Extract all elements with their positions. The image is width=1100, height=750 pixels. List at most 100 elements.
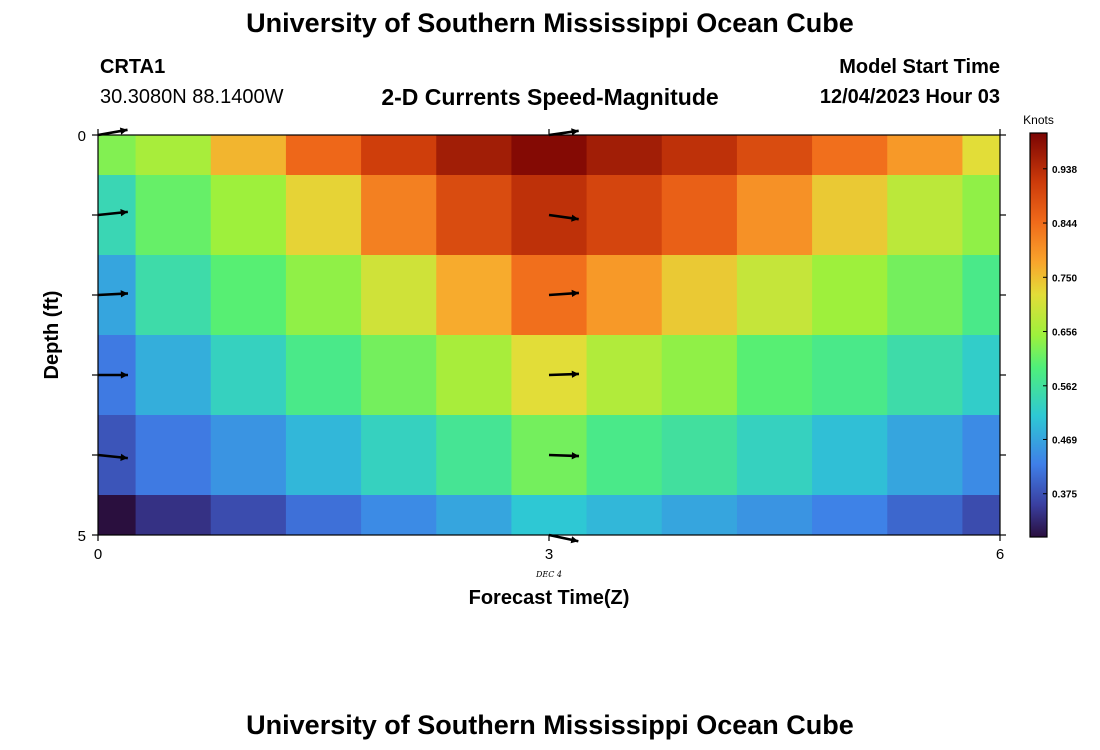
heatmap-cell (285, 175, 362, 256)
heatmap-cell (361, 335, 437, 416)
heatmap-cell (661, 255, 738, 336)
heatmap-cell (135, 415, 212, 496)
vector-head (571, 452, 579, 460)
heatmap-cell (361, 255, 437, 336)
heatmap-cell (98, 135, 137, 176)
vector-head (120, 208, 128, 217)
heatmap-cell (962, 175, 1001, 256)
colorbar-tick-label: 0.375 (1052, 490, 1077, 501)
heatmap-cell (887, 495, 963, 536)
heatmap-cell (285, 415, 362, 496)
x-tick-label: 3 (545, 546, 553, 563)
page-title: University of Southern Mississippi Ocean… (246, 8, 854, 38)
heatmap-cell (210, 495, 287, 536)
heatmap-cell (511, 135, 588, 176)
vector-head (119, 127, 128, 135)
heatmap-cell (887, 415, 963, 496)
heatmap-cell (210, 135, 287, 176)
heatmap-cell (135, 175, 212, 256)
colorbar-tick-label: 0.656 (1052, 328, 1077, 339)
heatmap-cell (436, 495, 512, 536)
heatmap-cell (661, 415, 738, 496)
heatmap-cell (285, 335, 362, 416)
current-vector (98, 371, 128, 379)
heatmap-cell (511, 495, 588, 536)
heatmap-cell (210, 415, 287, 496)
heatmap-cell (436, 415, 512, 496)
heatmap-cell (661, 175, 738, 256)
current-vector (97, 208, 128, 217)
heatmap-cell (586, 495, 663, 536)
x-axis-label: Forecast Time(Z) (469, 587, 630, 609)
chart-subtitle: 2-D Currents Speed-Magnitude (381, 84, 719, 110)
current-vectors (97, 127, 580, 544)
current-vector (97, 290, 129, 298)
heatmap-cell (887, 335, 963, 416)
station-coordinates: 30.3080N 88.1400W (100, 86, 284, 108)
heatmap-cell (436, 175, 512, 256)
footer-title: University of Southern Mississippi Ocean… (246, 710, 854, 740)
heatmap-cell (962, 415, 1001, 496)
y-axis-label: Depth (ft) (41, 291, 63, 380)
heatmap-cell (436, 135, 512, 176)
vector-head (570, 536, 579, 544)
heatmap-cell (887, 255, 963, 336)
heatmap-cell (586, 335, 663, 416)
heatmap-cell (135, 335, 212, 416)
heatmap-cell (736, 335, 813, 416)
heatmap-cell (812, 495, 888, 536)
vector-head (571, 128, 579, 136)
colorbar-label: Knots (1023, 113, 1054, 127)
heatmap-cell (436, 335, 512, 416)
heatmap-cell (887, 135, 963, 176)
heatmap-cell (736, 495, 813, 536)
current-vector (548, 452, 580, 460)
heatmap-cell (736, 135, 813, 176)
vector-head (571, 370, 579, 378)
colorbar-tick-label: 0.750 (1052, 273, 1077, 284)
vector-head (120, 290, 128, 298)
heatmap-cell (285, 495, 362, 536)
colorbar-tick-label: 0.562 (1052, 382, 1077, 393)
y-tick-label: 5 (78, 528, 86, 545)
x-date-label: DEC 4 (535, 570, 562, 579)
colorbar (1029, 132, 1048, 538)
current-vector (548, 533, 579, 544)
heatmap-cell (586, 175, 663, 256)
model-start-label: Model Start Time (839, 56, 1000, 78)
heatmap-cell (436, 255, 512, 336)
heatmap-cell (586, 415, 663, 496)
heatmap-cell (661, 335, 738, 416)
heatmap-cell (812, 415, 888, 496)
vector-head (120, 371, 128, 379)
heatmap-cell (736, 415, 813, 496)
heatmap-cells (98, 135, 1001, 536)
y-tick-label: 0 (78, 128, 86, 145)
colorbar-tick-label: 0.844 (1052, 219, 1077, 230)
heatmap-cell (736, 175, 813, 256)
colorbar-tick-label: 0.938 (1052, 165, 1077, 176)
vector-head (571, 214, 579, 222)
heatmap-cell (586, 255, 663, 336)
heatmap-cell (210, 175, 287, 256)
vector-head (120, 453, 128, 462)
heatmap-cell (285, 255, 362, 336)
station-id: CRTA1 (100, 56, 166, 78)
heatmap-cell (361, 175, 437, 256)
current-vector (97, 127, 128, 137)
heatmap-cell (661, 495, 738, 536)
heatmap-cell (210, 335, 287, 416)
current-vector (548, 370, 580, 378)
heatmap-cell (586, 135, 663, 176)
heatmap-cell (812, 175, 888, 256)
heatmap-cell (962, 135, 1001, 176)
current-vector (548, 289, 580, 298)
heatmap-cell (210, 255, 287, 336)
heatmap-cell (962, 255, 1001, 336)
heatmap-cell (361, 495, 437, 536)
heatmap-cell (361, 135, 437, 176)
x-tick-label: 6 (996, 546, 1004, 563)
heatmap-cell (812, 335, 888, 416)
heatmap-cell (736, 255, 813, 336)
